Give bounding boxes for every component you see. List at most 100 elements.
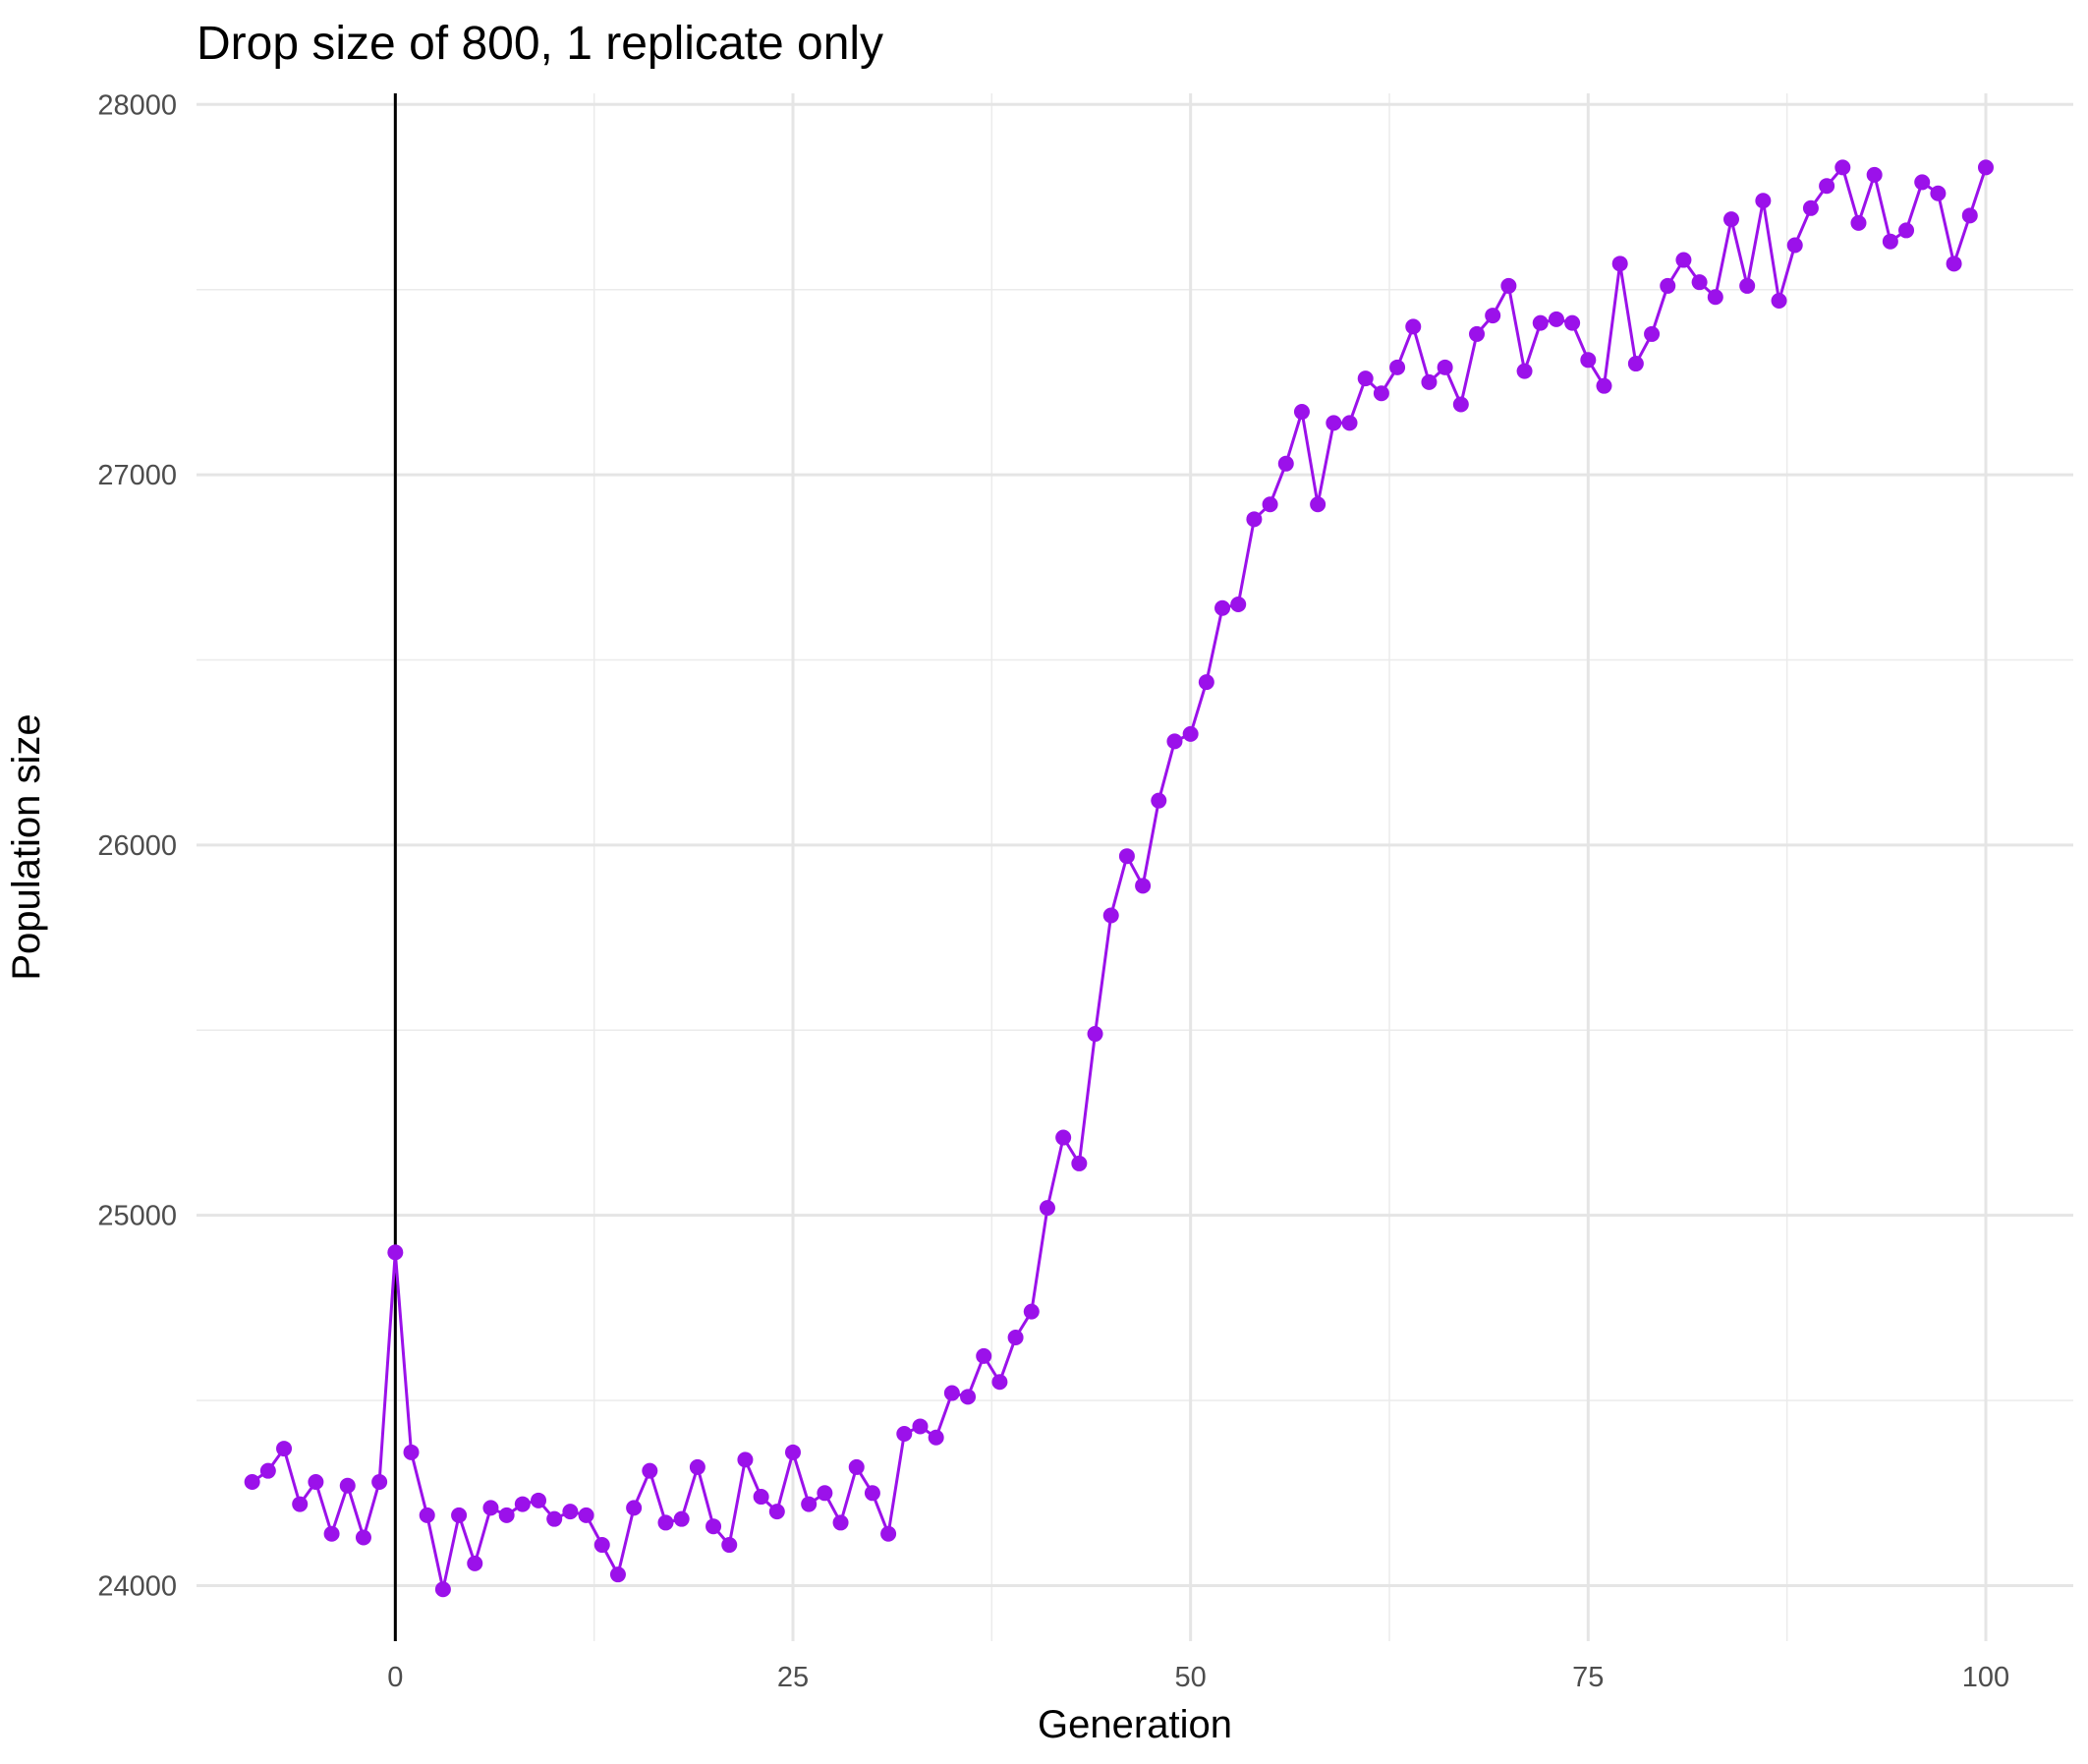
y-tick-label: 27000 [97,460,177,491]
data-point [1580,352,1597,369]
data-point [1611,256,1628,272]
data-point [1914,174,1931,191]
data-point [880,1525,897,1542]
data-point [705,1518,722,1535]
data-point [1166,733,1183,750]
data-point [657,1514,674,1531]
x-tick-label: 0 [387,1662,403,1693]
data-point [928,1429,944,1446]
grid-minor [197,93,2073,1641]
data-point [1151,792,1167,809]
data-point [1389,359,1406,375]
data-point [531,1492,547,1508]
y-axis-title: Population size [5,713,48,980]
data-point [1660,277,1676,294]
data-point [371,1473,388,1490]
data-point [1977,159,1994,176]
data-point [498,1507,515,1523]
data-point [1866,166,1883,183]
data-point [642,1462,658,1479]
data-point [1739,277,1756,294]
data-point [1627,356,1644,372]
data-point [1898,222,1915,239]
data-point [1675,252,1692,268]
data-point [817,1485,833,1502]
data-point [593,1537,610,1554]
data-point [1039,1200,1055,1217]
data-point [403,1444,420,1460]
data-point [1882,233,1898,250]
y-tick-label: 24000 [97,1570,177,1602]
series-group [244,159,1994,1598]
data-point [1293,404,1310,421]
data-point [896,1425,913,1442]
data-point [848,1458,865,1475]
data-point [1644,325,1661,342]
data-point [1277,455,1294,472]
data-point [1819,178,1835,195]
x-axis-title: Generation [1038,1703,1232,1746]
data-point [1722,211,1739,228]
data-point [737,1451,754,1468]
data-point [1341,415,1358,431]
data-point [1326,415,1342,431]
data-point [673,1510,690,1527]
data-point [1007,1330,1024,1346]
data-point [721,1537,738,1554]
data-point [1452,396,1469,413]
data-point [1087,1026,1103,1043]
data-point [626,1500,643,1516]
y-tick-label: 25000 [97,1201,177,1232]
data-point [1500,277,1517,294]
data-point [1786,237,1803,254]
data-point [1023,1303,1040,1320]
data-point [355,1529,371,1546]
data-point [768,1504,785,1520]
data-point [1310,496,1326,513]
data-point [276,1441,293,1457]
data-point [1707,289,1723,306]
data-point [244,1473,260,1490]
data-point [689,1458,705,1475]
data-point [1946,256,1962,272]
x-tick-label: 100 [1962,1662,2009,1693]
series-line [251,165,1988,1591]
data-point [1437,359,1453,375]
x-tick-label: 25 [777,1662,809,1693]
data-point [832,1514,849,1531]
data-point [1055,1129,1072,1146]
data-point [1214,599,1231,616]
data-point [339,1477,356,1494]
data-point [1485,308,1501,324]
grid-major [197,93,2073,1641]
x-tick-label: 50 [1175,1662,1207,1693]
data-point [467,1555,483,1571]
data-point [1691,274,1708,291]
data-point [1357,370,1374,387]
data-point [1102,907,1119,924]
data-point [1596,377,1612,394]
data-point [1262,496,1278,513]
y-tick-label: 28000 [97,89,177,121]
data-point [609,1566,626,1583]
data-point [1802,199,1819,216]
data-point [546,1510,563,1527]
x-tick-label: 75 [1572,1662,1604,1693]
data-point [1373,385,1389,402]
data-point [1118,848,1135,865]
data-point [943,1385,960,1401]
data-point [562,1504,579,1520]
data-point [1071,1155,1088,1171]
data-point [1850,214,1867,231]
data-point [1246,511,1263,528]
data-point [784,1444,801,1460]
data-point [308,1473,324,1490]
data-point [1548,311,1564,327]
data-point [482,1500,499,1516]
data-point [864,1485,880,1502]
y-tick-labels: 24000 25000 26000 27000 28000 [97,89,177,1602]
data-point [1930,185,1947,201]
data-point [578,1507,594,1523]
data-point [434,1581,451,1598]
data-point [1564,314,1581,331]
